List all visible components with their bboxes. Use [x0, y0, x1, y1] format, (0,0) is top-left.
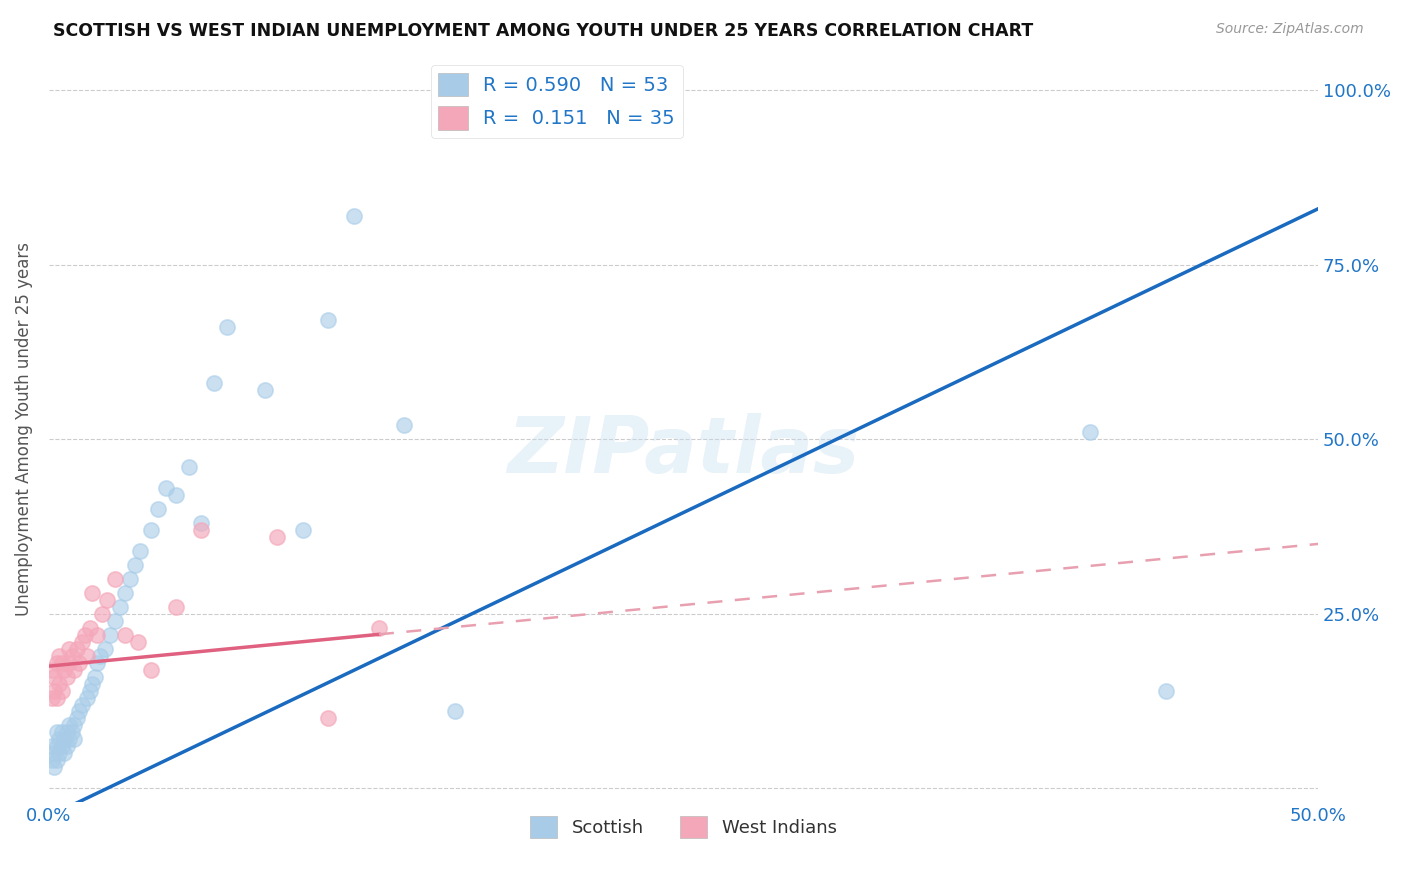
Point	[165, 599, 187, 614]
Point	[51, 683, 73, 698]
Point	[86, 628, 108, 642]
Point	[48, 747, 70, 761]
Point	[89, 648, 111, 663]
Text: ZIPatlas: ZIPatlas	[508, 413, 859, 489]
Point	[82, 676, 104, 690]
Point	[55, 670, 77, 684]
Point	[41, 739, 63, 754]
Point	[66, 641, 89, 656]
Point	[55, 739, 77, 754]
Point	[76, 648, 98, 663]
Point	[127, 634, 149, 648]
Point	[45, 753, 67, 767]
Point	[41, 663, 63, 677]
Point	[70, 634, 93, 648]
Point	[98, 628, 121, 642]
Text: SCOTTISH VS WEST INDIAN UNEMPLOYMENT AMONG YOUTH UNDER 25 YEARS CORRELATION CHAR: SCOTTISH VS WEST INDIAN UNEMPLOYMENT AMO…	[53, 22, 1033, 40]
Point	[58, 656, 80, 670]
Point	[45, 725, 67, 739]
Point	[58, 641, 80, 656]
Point	[165, 488, 187, 502]
Point	[76, 690, 98, 705]
Point	[104, 614, 127, 628]
Point	[316, 711, 339, 725]
Point	[86, 656, 108, 670]
Point	[51, 739, 73, 754]
Point	[45, 739, 67, 754]
Point	[48, 648, 70, 663]
Point	[60, 648, 83, 663]
Point	[1078, 425, 1101, 440]
Point	[48, 732, 70, 747]
Point	[53, 663, 76, 677]
Point	[53, 747, 76, 761]
Point	[129, 544, 152, 558]
Point	[139, 523, 162, 537]
Point	[155, 481, 177, 495]
Point	[114, 586, 136, 600]
Point	[45, 690, 67, 705]
Point	[51, 725, 73, 739]
Point	[104, 572, 127, 586]
Point	[82, 586, 104, 600]
Point	[83, 670, 105, 684]
Point	[316, 313, 339, 327]
Point	[51, 656, 73, 670]
Point	[266, 530, 288, 544]
Point	[94, 641, 117, 656]
Point	[42, 683, 65, 698]
Point	[66, 711, 89, 725]
Point	[41, 690, 63, 705]
Point	[73, 628, 96, 642]
Text: Source: ZipAtlas.com: Source: ZipAtlas.com	[1216, 22, 1364, 37]
Point	[79, 621, 101, 635]
Point	[45, 656, 67, 670]
Point	[67, 705, 90, 719]
Point	[42, 760, 65, 774]
Point	[177, 460, 200, 475]
Y-axis label: Unemployment Among Youth under 25 years: Unemployment Among Youth under 25 years	[15, 242, 32, 615]
Point	[63, 663, 86, 677]
Point	[190, 516, 212, 530]
Point	[48, 676, 70, 690]
Point	[55, 725, 77, 739]
Point	[120, 572, 142, 586]
Point	[67, 656, 90, 670]
Point	[139, 663, 162, 677]
Point	[96, 592, 118, 607]
Point	[42, 670, 65, 684]
Point	[394, 418, 416, 433]
Point	[70, 698, 93, 712]
Point	[253, 384, 276, 398]
Point	[342, 209, 364, 223]
Point	[60, 725, 83, 739]
Point	[124, 558, 146, 572]
Point	[114, 628, 136, 642]
Point	[444, 705, 467, 719]
Point	[53, 732, 76, 747]
Point	[215, 320, 238, 334]
Legend: Scottish, West Indians: Scottish, West Indians	[523, 809, 844, 846]
Point	[91, 607, 114, 621]
Point	[368, 621, 391, 635]
Point	[63, 732, 86, 747]
Point	[63, 718, 86, 732]
Point	[42, 747, 65, 761]
Point	[79, 683, 101, 698]
Point	[108, 599, 131, 614]
Point	[41, 753, 63, 767]
Point	[58, 718, 80, 732]
Point	[58, 732, 80, 747]
Point	[1154, 683, 1177, 698]
Point	[190, 523, 212, 537]
Point	[146, 502, 169, 516]
Point	[291, 523, 314, 537]
Point	[202, 376, 225, 391]
